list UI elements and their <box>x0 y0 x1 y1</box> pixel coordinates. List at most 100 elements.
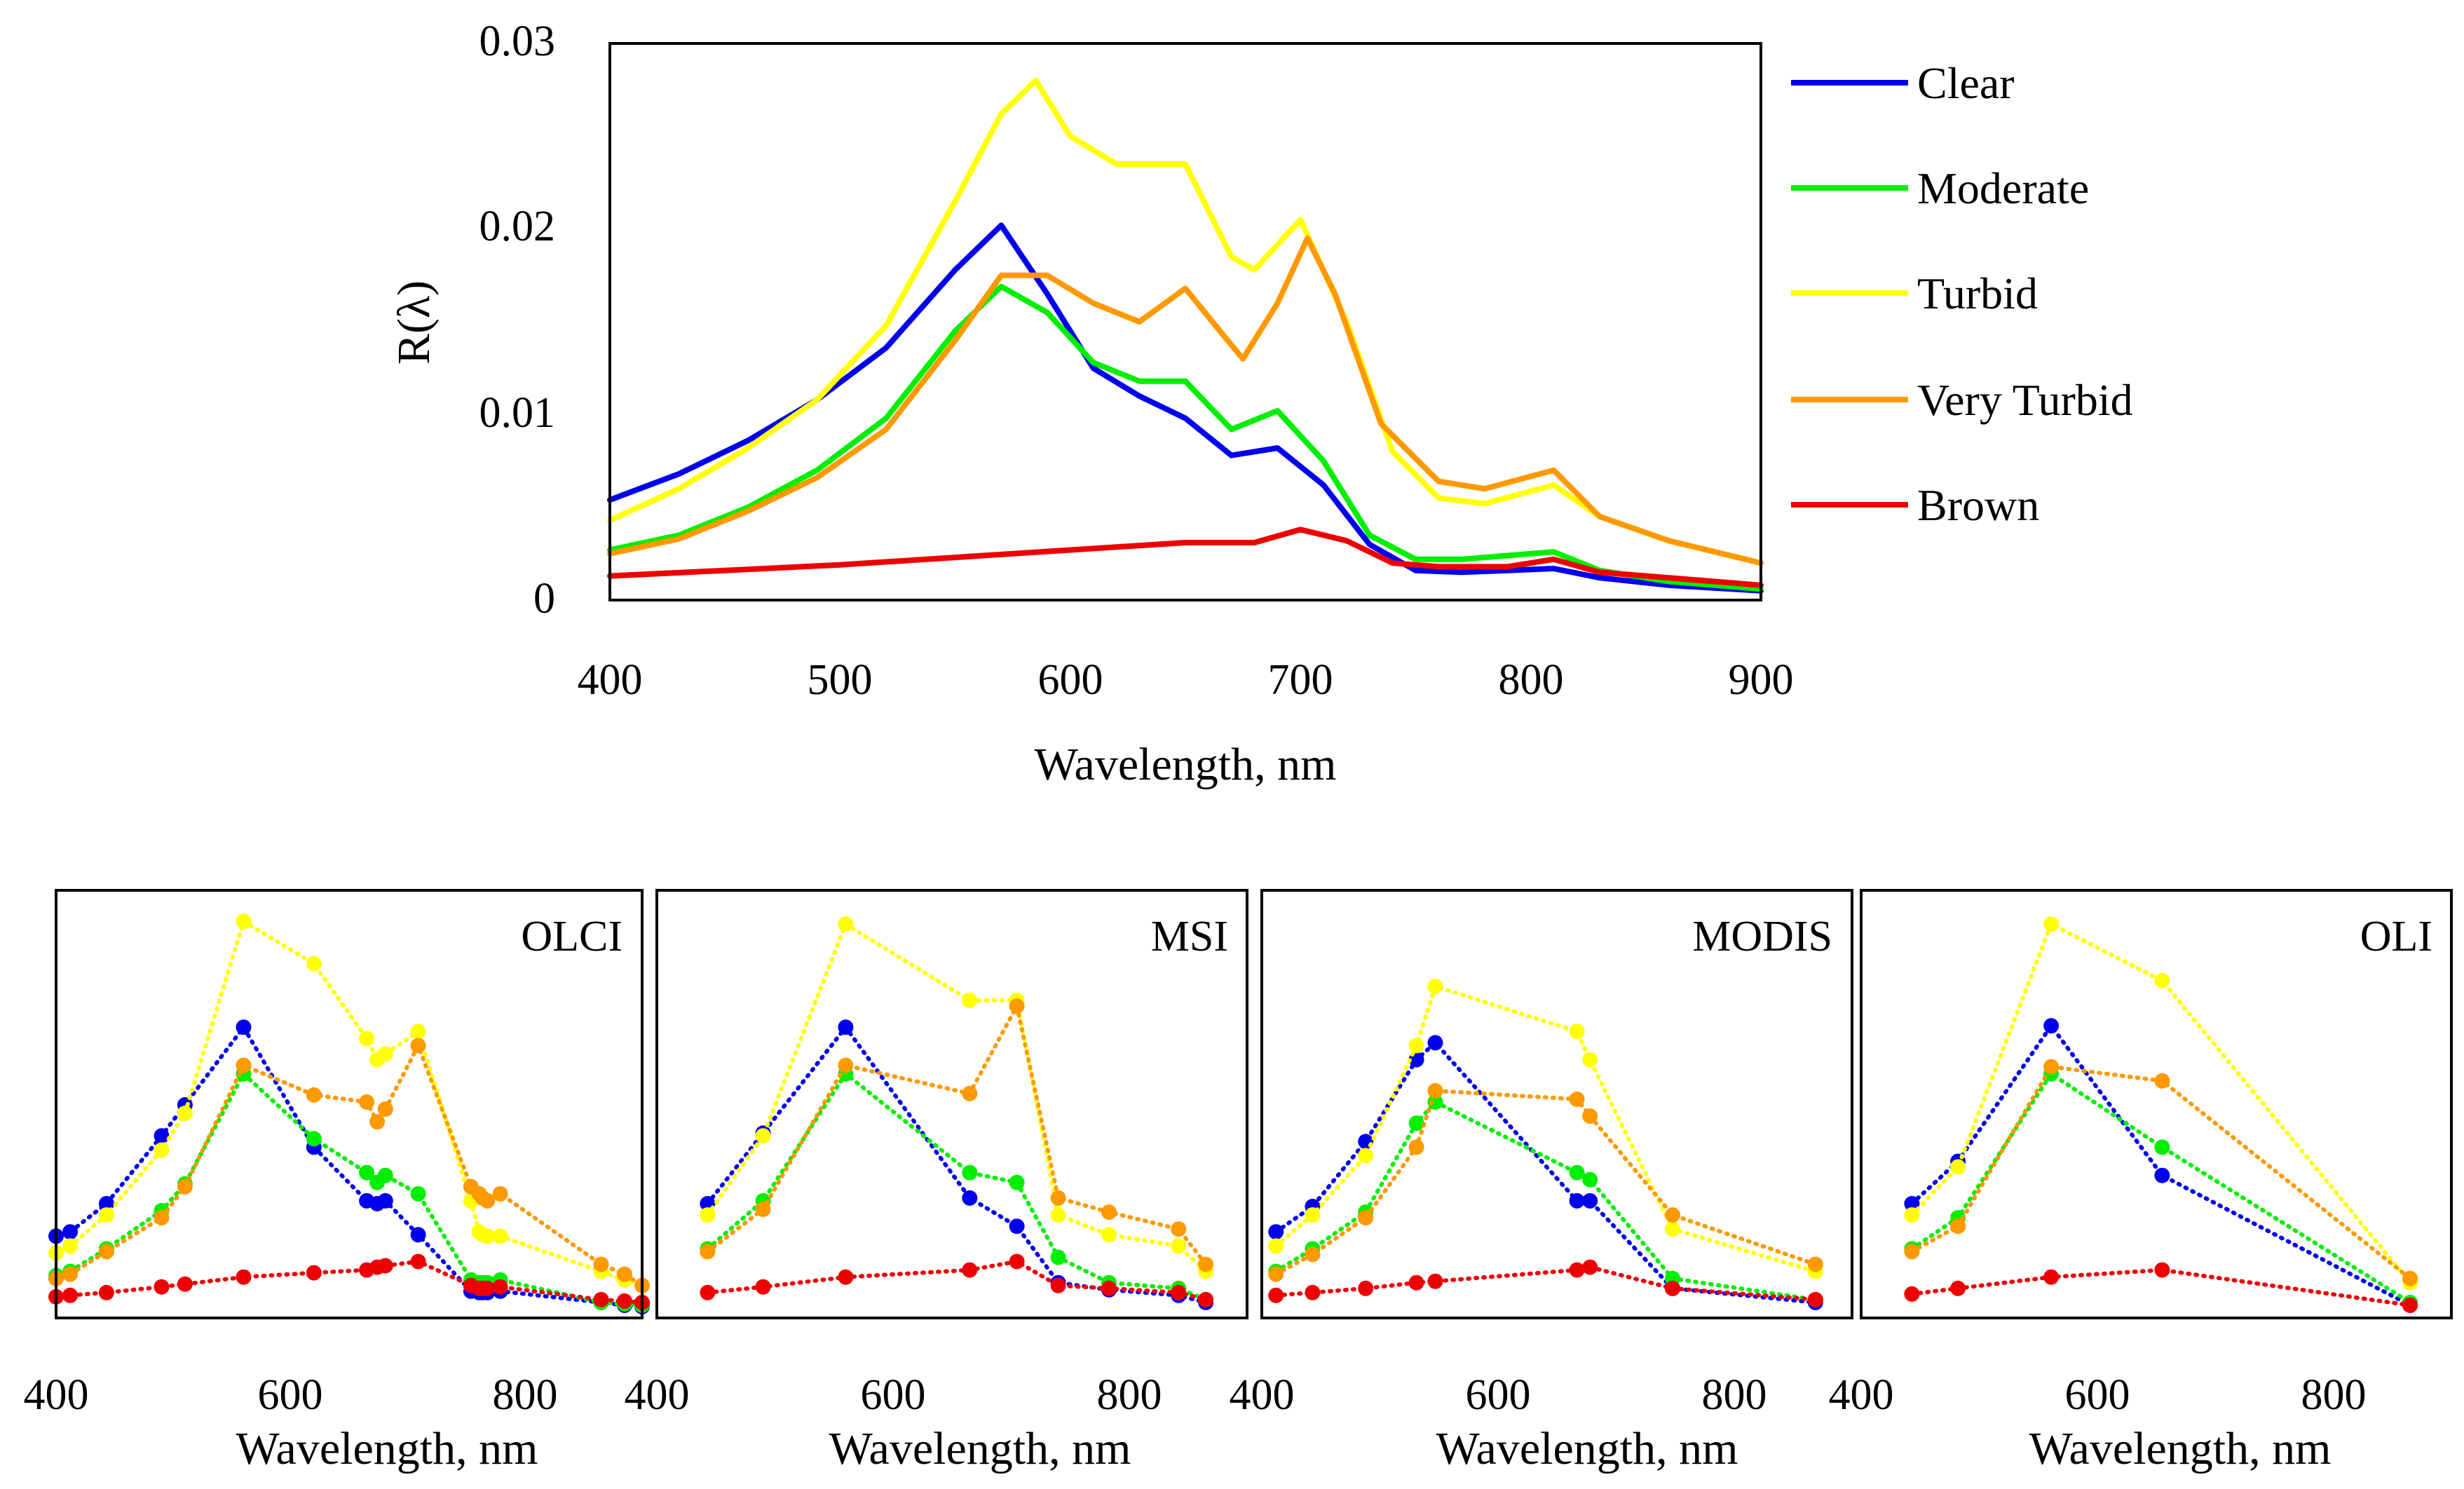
x-tick-label: 800 <box>493 1371 558 1419</box>
msi-point-clear <box>1009 1218 1025 1235</box>
oli-point-very-turbid <box>2154 1073 2170 1089</box>
oli-point-brown <box>2402 1297 2418 1313</box>
oli-point-moderate <box>2154 1139 2170 1155</box>
modis-point-moderate <box>1569 1164 1585 1181</box>
msi-point-turbid <box>755 1128 771 1144</box>
olci-panel: OLCI 400 600 800 Wavelength, nm <box>24 889 650 1474</box>
olci-point-very-turbid <box>306 1087 322 1103</box>
oli-point-clear <box>1904 1196 1920 1211</box>
x-tick-label: 500 <box>808 656 873 704</box>
modis-point-very-turbid <box>1268 1266 1284 1282</box>
x-tick-label: 400 <box>24 1371 89 1419</box>
olci-point-brown <box>62 1287 79 1303</box>
msi-point-brown <box>700 1284 716 1300</box>
msi-point-brown <box>1050 1277 1066 1293</box>
olci-point-brown <box>492 1279 508 1295</box>
msi-point-very-turbid <box>962 1085 978 1101</box>
olci-point-turbid <box>377 1046 393 1062</box>
olci-point-clear <box>377 1192 393 1209</box>
msi-point-very-turbid <box>1101 1204 1117 1220</box>
msi-point-moderate <box>1050 1249 1066 1265</box>
oli-point-brown <box>2043 1269 2060 1285</box>
olci-point-turbid <box>98 1207 114 1223</box>
msi-point-turbid <box>1171 1238 1187 1254</box>
modis-series-line-turbid <box>1274 984 1818 1274</box>
olci-point-moderate <box>306 1131 322 1147</box>
modis-panel: MODIS 400 600 800 Wavelength, nm <box>1230 889 1853 1474</box>
oli-x-axis-title: Wavelength, nm <box>2029 1423 2332 1474</box>
legend-label-moderate: Moderate <box>1917 163 2089 213</box>
modis-point-clear <box>1569 1192 1585 1209</box>
olci-point-brown <box>154 1279 170 1295</box>
series-line-clear <box>607 222 1764 594</box>
olci-series-layer <box>48 913 650 1314</box>
oli-panel: OLI 400 600 800 Wavelength, nm <box>1829 889 2453 1474</box>
olci-point-very-turbid <box>177 1178 193 1195</box>
olci-point-brown <box>236 1269 252 1285</box>
msi-point-brown <box>962 1262 978 1278</box>
modis-point-brown <box>1427 1273 1443 1289</box>
legend-label-turbid: Turbid <box>1917 268 2038 318</box>
msi-point-very-turbid <box>755 1202 771 1217</box>
modis-point-very-turbid <box>1807 1256 1823 1272</box>
modis-point-brown <box>1305 1284 1321 1300</box>
olci-point-turbid <box>410 1024 426 1040</box>
olci-point-very-turbid <box>154 1210 170 1226</box>
modis-point-very-turbid <box>1358 1210 1374 1226</box>
msi-point-turbid <box>838 916 854 932</box>
olci-point-clear <box>62 1224 79 1240</box>
msi-point-very-turbid <box>1198 1256 1214 1272</box>
olci-point-turbid <box>154 1142 170 1158</box>
msi-point-turbid <box>962 993 978 1008</box>
modis-point-turbid <box>1665 1221 1680 1237</box>
msi-point-moderate <box>1009 1174 1025 1190</box>
olci-point-turbid <box>492 1228 508 1244</box>
modis-point-moderate <box>1582 1171 1598 1188</box>
msi-point-brown <box>1171 1284 1187 1300</box>
oli-panel-frame <box>1860 889 2453 1319</box>
msi-panel: MSI 400 600 800 Wavelength, nm <box>625 889 1248 1474</box>
legend-label-very-turbid: Very Turbid <box>1917 375 2133 425</box>
msi-point-brown <box>755 1279 771 1295</box>
olci-panel-label: OLCI <box>521 913 622 960</box>
modis-series-layer <box>1268 978 1823 1310</box>
modis-point-brown <box>1582 1259 1598 1275</box>
msi-point-clear <box>962 1190 978 1206</box>
modis-series-line-clear <box>1274 1040 1818 1305</box>
modis-point-clear <box>1582 1192 1598 1209</box>
olci-point-clear <box>410 1227 426 1243</box>
modis-series-line-moderate <box>1274 1099 1818 1302</box>
olci-point-very-turbid <box>62 1266 79 1282</box>
msi-point-brown <box>838 1269 854 1285</box>
olci-point-very-turbid <box>479 1192 496 1209</box>
x-tick-label: 800 <box>2301 1371 2367 1419</box>
msi-panel-label: MSI <box>1151 913 1228 960</box>
msi-point-brown <box>1009 1253 1025 1270</box>
msi-point-brown <box>1198 1291 1214 1307</box>
oli-point-very-turbid <box>2043 1059 2060 1075</box>
msi-point-very-turbid <box>1050 1190 1066 1206</box>
oli-point-brown <box>2154 1262 2170 1278</box>
msi-point-turbid <box>700 1207 716 1223</box>
olci-point-moderate <box>377 1167 393 1183</box>
main-chart: 0.03 0.02 0.01 0 400 500 600 700 800 900… <box>388 18 2133 790</box>
msi-point-turbid <box>1050 1207 1066 1223</box>
x-tick-label: 600 <box>1038 656 1103 704</box>
x-tick-label: 800 <box>1702 1371 1767 1419</box>
oli-point-very-turbid <box>2402 1270 2418 1286</box>
modis-point-brown <box>1358 1280 1374 1296</box>
olci-point-brown <box>616 1293 632 1309</box>
msi-x-axis-title: Wavelength, nm <box>829 1423 1131 1474</box>
modis-point-turbid <box>1427 978 1443 994</box>
series-line-brown <box>607 526 1764 588</box>
modis-point-brown <box>1408 1274 1424 1291</box>
oli-point-turbid <box>2043 916 2060 932</box>
x-tick-label: 600 <box>861 1371 926 1419</box>
x-tick-label: 400 <box>1230 1371 1295 1419</box>
msi-point-moderate <box>962 1164 978 1181</box>
x-tick-label: 400 <box>625 1371 690 1419</box>
msi-point-brown <box>1101 1280 1117 1296</box>
modis-point-brown <box>1665 1280 1680 1296</box>
olci-x-axis-title: Wavelength, nm <box>236 1423 538 1474</box>
